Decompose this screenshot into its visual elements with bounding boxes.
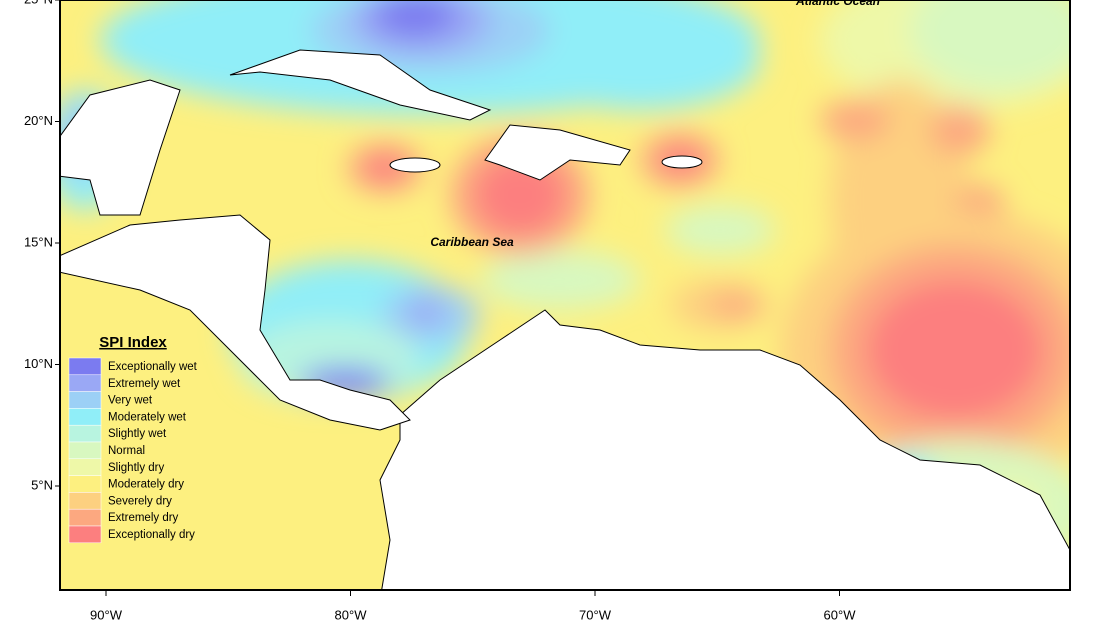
legend-swatch [68, 391, 102, 409]
spi-region [910, 0, 1070, 90]
lat-tick-label: 20°N [24, 113, 53, 128]
legend-label: Extremely dry [108, 512, 179, 524]
map-frame [59, 0, 1071, 591]
south-america [379, 309, 1070, 590]
legend-swatch [68, 508, 102, 527]
lat-tick-label: 10°N [24, 356, 53, 371]
lon-tick-label: 90°W [90, 607, 123, 622]
ocean-label: Atlantic Ocean [795, 0, 880, 8]
legend-swatch [68, 424, 102, 443]
legend-label: Exceptionally dry [108, 529, 195, 541]
lat-tick-label: 15°N [24, 234, 53, 249]
hispaniola [484, 124, 631, 181]
spi-region [930, 105, 990, 155]
sea-label: Caribbean Sea [430, 235, 514, 249]
yucatan [60, 79, 181, 216]
lat-tick-label: 5°N [31, 477, 53, 492]
legend-label: Very wet [108, 395, 153, 407]
legend-label: Slightly wet [108, 428, 167, 440]
legend-swatch [68, 475, 102, 493]
map-area: Atlantic Ocean Caribbean Sea [60, 0, 1070, 590]
land [60, 49, 1070, 590]
spi-region [710, 293, 760, 317]
spi-region [480, 250, 640, 310]
legend-swatch [68, 374, 102, 392]
central-america [60, 214, 411, 431]
legend-label: Moderately dry [108, 479, 184, 491]
legend-swatch [68, 408, 102, 426]
spi-region [375, 0, 455, 37]
spi-region [665, 205, 775, 255]
spi-region [867, 280, 1043, 420]
legend-swatch [68, 357, 102, 376]
legend-label: Moderately wet [108, 411, 187, 423]
legend-swatch [68, 441, 102, 460]
spi-region [520, 10, 760, 110]
spi-region [820, 100, 890, 140]
legend-label: Normal [108, 445, 145, 457]
lon-tick-label: 80°W [335, 607, 368, 622]
lon-tick-label: 70°W [579, 607, 612, 622]
legend-label: Slightly dry [108, 462, 164, 474]
puerto-rico [661, 155, 703, 169]
jamaica [389, 157, 441, 173]
lon-tick-label: 60°W [824, 607, 857, 622]
legend-swatch [68, 525, 102, 544]
legend-swatch [68, 458, 102, 476]
lat-tick-label: 25°N [24, 0, 53, 6]
legend: SPI Index Exceptionally wet Extremely wet… [68, 334, 198, 544]
legend-label: Exceptionally wet [108, 361, 198, 373]
legend-label: Severely dry [108, 495, 172, 507]
spi-region [405, 297, 445, 327]
legend-title: SPI Index [99, 334, 167, 351]
legend-swatch [68, 492, 102, 510]
cuba [229, 49, 492, 121]
legend-label: Extremely wet [108, 378, 181, 390]
